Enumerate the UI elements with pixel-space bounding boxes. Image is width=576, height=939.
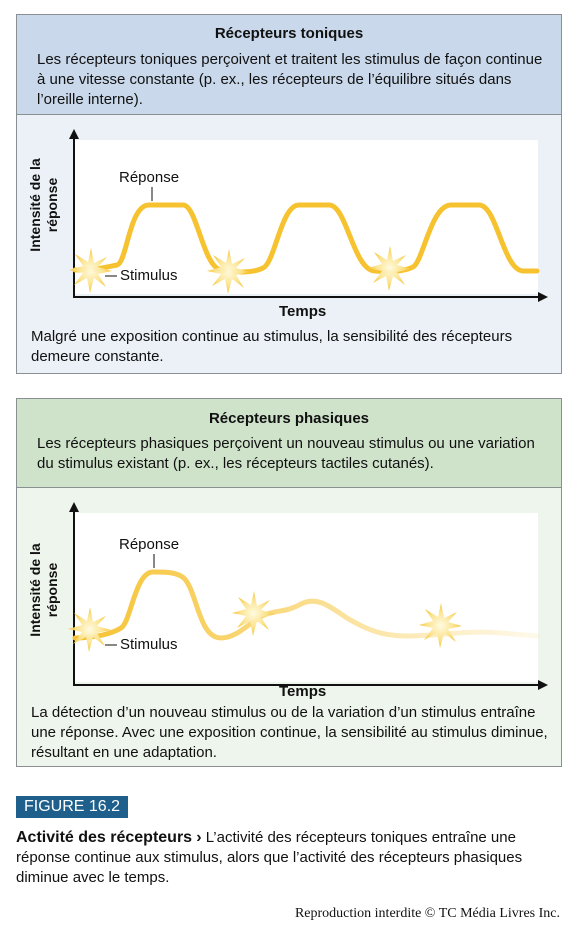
tonic-stimulus-burst-3: [368, 246, 411, 291]
tonic-description: Les récepteurs toniques perçoivent et tr…: [37, 51, 543, 108]
caption-text: L’activité des récepteurs toniques entra…: [16, 829, 523, 886]
phasic-stimulus-burst-3: [419, 603, 462, 648]
tonic-stimulus-burst-1: [69, 248, 112, 293]
phasic-y-axis-arrow: [69, 502, 79, 512]
phasic-response-curve: [72, 569, 540, 641]
tonic-note: Malgré une exposition continue au stimul…: [31, 328, 513, 365]
tonic-y-axis-arrow: [69, 129, 79, 139]
phasic-graph-area: Intensité de la réponse Temps Réponse St…: [17, 488, 561, 766]
tonic-stimulus-burst-2: [207, 249, 250, 294]
phasic-stimulus-burst-2: [232, 591, 275, 636]
phasic-response-label: Réponse: [119, 536, 180, 553]
tonic-plot-background: [73, 140, 538, 294]
tonic-x-axis-arrow: [538, 292, 548, 302]
phasic-stimulus-burst-1: [68, 607, 111, 652]
phasic-x-axis-arrow: [538, 680, 548, 690]
phasic-stimulus-label: Stimulus: [120, 636, 178, 653]
tonic-response-label: Réponse: [119, 169, 180, 186]
phasic-description: Les récepteurs phasiques perçoivent un n…: [37, 435, 535, 472]
phasic-receptors-panel: Récepteurs phasiques Les récepteurs phas…: [16, 398, 562, 767]
copyright-notice: Reproduction interdite © TC Média Livres…: [294, 906, 560, 921]
phasic-plot-background: [73, 513, 538, 682]
figure-caption: Activité des récepteurs › L’activité des…: [16, 828, 546, 888]
tonic-stimulus-label: Stimulus: [120, 267, 178, 284]
figure-label: FIGURE 16.2: [16, 796, 129, 818]
phasic-x-axis-label: Temps: [279, 683, 327, 700]
phasic-header: Récepteurs phasiques Les récepteurs phas…: [17, 399, 561, 488]
tonic-receptors-panel: Récepteurs toniques Les récepteurs toniq…: [16, 14, 562, 374]
caption-title: Activité des récepteurs: [16, 829, 193, 846]
phasic-note: La détection d’un nouveau stimulus ou de…: [31, 704, 548, 761]
tonic-x-axis-label: Temps: [279, 303, 327, 320]
tonic-graph-area: Intensité de la réponse Temps Réponse St…: [17, 115, 561, 373]
tonic-title: Récepteurs toniques: [214, 25, 364, 42]
tonic-y-axis-label: Intensité de la réponse: [27, 158, 60, 252]
phasic-y-axis-label: Intensité de la réponse: [27, 543, 60, 637]
phasic-graph: [68, 502, 548, 690]
tonic-graph: [69, 129, 548, 302]
tonic-header: Récepteurs toniques Les récepteurs toniq…: [17, 15, 561, 115]
caption-arrow-icon: ›: [196, 829, 202, 846]
phasic-title: Récepteurs phasiques: [208, 410, 370, 427]
tonic-response-curve: [72, 202, 540, 275]
